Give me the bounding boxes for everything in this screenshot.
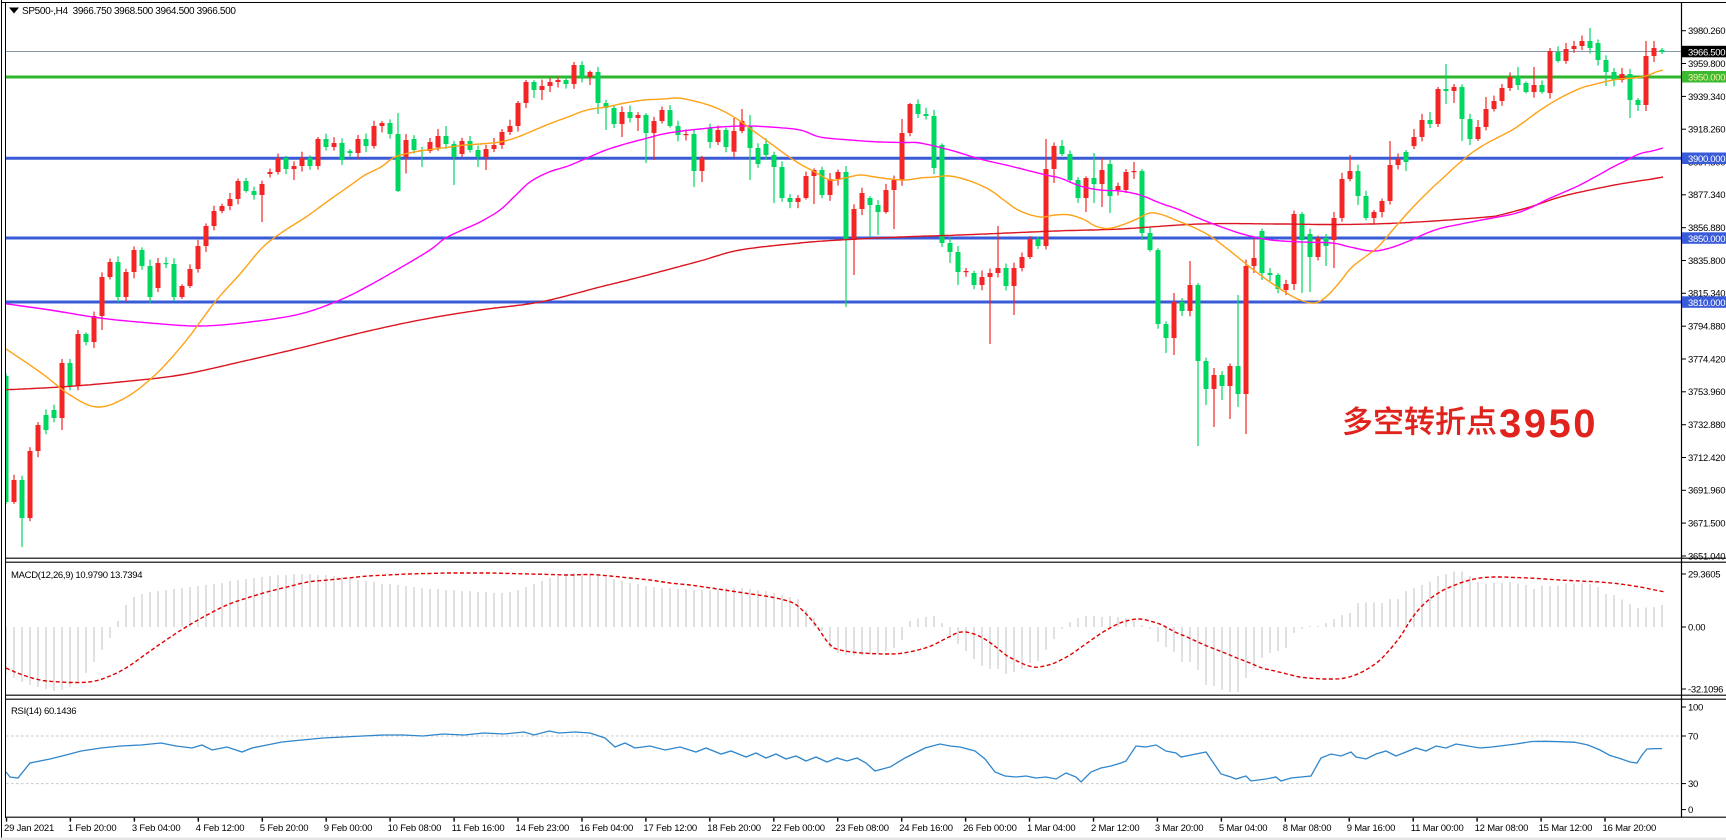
svg-text:8 Mar 08:00: 8 Mar 08:00 bbox=[1283, 823, 1332, 834]
svg-text:22 Feb 00:00: 22 Feb 00:00 bbox=[771, 823, 825, 834]
svg-text:3 Feb 04:00: 3 Feb 04:00 bbox=[132, 823, 181, 834]
svg-text:14 Feb 23:00: 14 Feb 23:00 bbox=[516, 823, 570, 834]
svg-text:16 Mar 20:00: 16 Mar 20:00 bbox=[1603, 823, 1657, 834]
svg-text:3959.800: 3959.800 bbox=[1688, 59, 1725, 70]
svg-text:3774.420: 3774.420 bbox=[1688, 354, 1725, 365]
svg-text:3950: 3950 bbox=[1499, 402, 1598, 446]
svg-text:5 Feb 20:00: 5 Feb 20:00 bbox=[260, 823, 309, 834]
svg-text:15 Mar 12:00: 15 Mar 12:00 bbox=[1539, 823, 1593, 834]
svg-text:SP500-,H4 3966.750 3968.500 3: SP500-,H4 3966.750 3968.500 3964.500 396… bbox=[22, 6, 236, 17]
svg-text:3794.880: 3794.880 bbox=[1688, 322, 1725, 333]
svg-text:0.00: 0.00 bbox=[1688, 622, 1705, 633]
svg-text:MACD(12,26,9) 10.9790 13.7394: MACD(12,26,9) 10.9790 13.7394 bbox=[11, 570, 142, 581]
svg-text:70: 70 bbox=[1688, 731, 1698, 742]
svg-text:3980.260: 3980.260 bbox=[1688, 26, 1725, 37]
svg-text:16 Feb 04:00: 16 Feb 04:00 bbox=[580, 823, 634, 834]
svg-text:3 Mar 20:00: 3 Mar 20:00 bbox=[1155, 823, 1204, 834]
svg-text:3856.880: 3856.880 bbox=[1688, 223, 1725, 234]
svg-text:17 Feb 12:00: 17 Feb 12:00 bbox=[643, 823, 697, 834]
svg-text:23 Feb 08:00: 23 Feb 08:00 bbox=[835, 823, 889, 834]
svg-text:9 Feb 00:00: 9 Feb 00:00 bbox=[324, 823, 373, 834]
svg-text:5 Mar 04:00: 5 Mar 04:00 bbox=[1219, 823, 1268, 834]
svg-text:29 Jan 2021: 29 Jan 2021 bbox=[4, 823, 54, 834]
svg-text:3753.960: 3753.960 bbox=[1688, 387, 1725, 398]
svg-text:3671.500: 3671.500 bbox=[1688, 519, 1725, 530]
svg-text:3950.000: 3950.000 bbox=[1688, 73, 1725, 84]
svg-text:3966.500: 3966.500 bbox=[1688, 47, 1725, 58]
svg-text:RSI(14) 60.1436: RSI(14) 60.1436 bbox=[11, 706, 76, 717]
svg-text:24 Feb 16:00: 24 Feb 16:00 bbox=[899, 823, 953, 834]
svg-text:3732.880: 3732.880 bbox=[1688, 420, 1725, 431]
svg-text:3810.000: 3810.000 bbox=[1688, 298, 1725, 309]
svg-text:18 Feb 20:00: 18 Feb 20:00 bbox=[707, 823, 761, 834]
svg-text:1 Feb 20:00: 1 Feb 20:00 bbox=[68, 823, 117, 834]
svg-text:3835.800: 3835.800 bbox=[1688, 256, 1725, 267]
svg-text:12 Mar 08:00: 12 Mar 08:00 bbox=[1475, 823, 1529, 834]
svg-text:11 Feb 16:00: 11 Feb 16:00 bbox=[452, 823, 505, 834]
svg-text:11 Mar 00:00: 11 Mar 00:00 bbox=[1411, 823, 1464, 834]
svg-text:2 Mar 12:00: 2 Mar 12:00 bbox=[1091, 823, 1140, 834]
svg-text:3712.420: 3712.420 bbox=[1688, 453, 1725, 464]
svg-text:9 Mar 16:00: 9 Mar 16:00 bbox=[1347, 823, 1396, 834]
svg-text:29.3605: 29.3605 bbox=[1688, 569, 1720, 580]
svg-text:100: 100 bbox=[1688, 702, 1703, 713]
svg-text:3850.000: 3850.000 bbox=[1688, 234, 1725, 245]
svg-text:26 Feb 00:00: 26 Feb 00:00 bbox=[963, 823, 1017, 834]
svg-text:4 Feb 12:00: 4 Feb 12:00 bbox=[196, 823, 245, 834]
svg-text:1 Mar 04:00: 1 Mar 04:00 bbox=[1027, 823, 1076, 834]
svg-text:3939.340: 3939.340 bbox=[1688, 92, 1725, 103]
svg-text:10 Feb 08:00: 10 Feb 08:00 bbox=[388, 823, 442, 834]
svg-text:3877.340: 3877.340 bbox=[1688, 190, 1725, 201]
svg-text:3691.960: 3691.960 bbox=[1688, 486, 1725, 497]
svg-text:0: 0 bbox=[1688, 805, 1693, 816]
svg-text:-32.1096: -32.1096 bbox=[1688, 684, 1723, 695]
svg-text:3651.040: 3651.040 bbox=[1688, 551, 1725, 562]
svg-text:3815.340: 3815.340 bbox=[1688, 289, 1725, 300]
svg-text:3900.000: 3900.000 bbox=[1688, 154, 1725, 165]
svg-text:3918.260: 3918.260 bbox=[1688, 125, 1725, 136]
svg-text:30: 30 bbox=[1688, 779, 1698, 790]
